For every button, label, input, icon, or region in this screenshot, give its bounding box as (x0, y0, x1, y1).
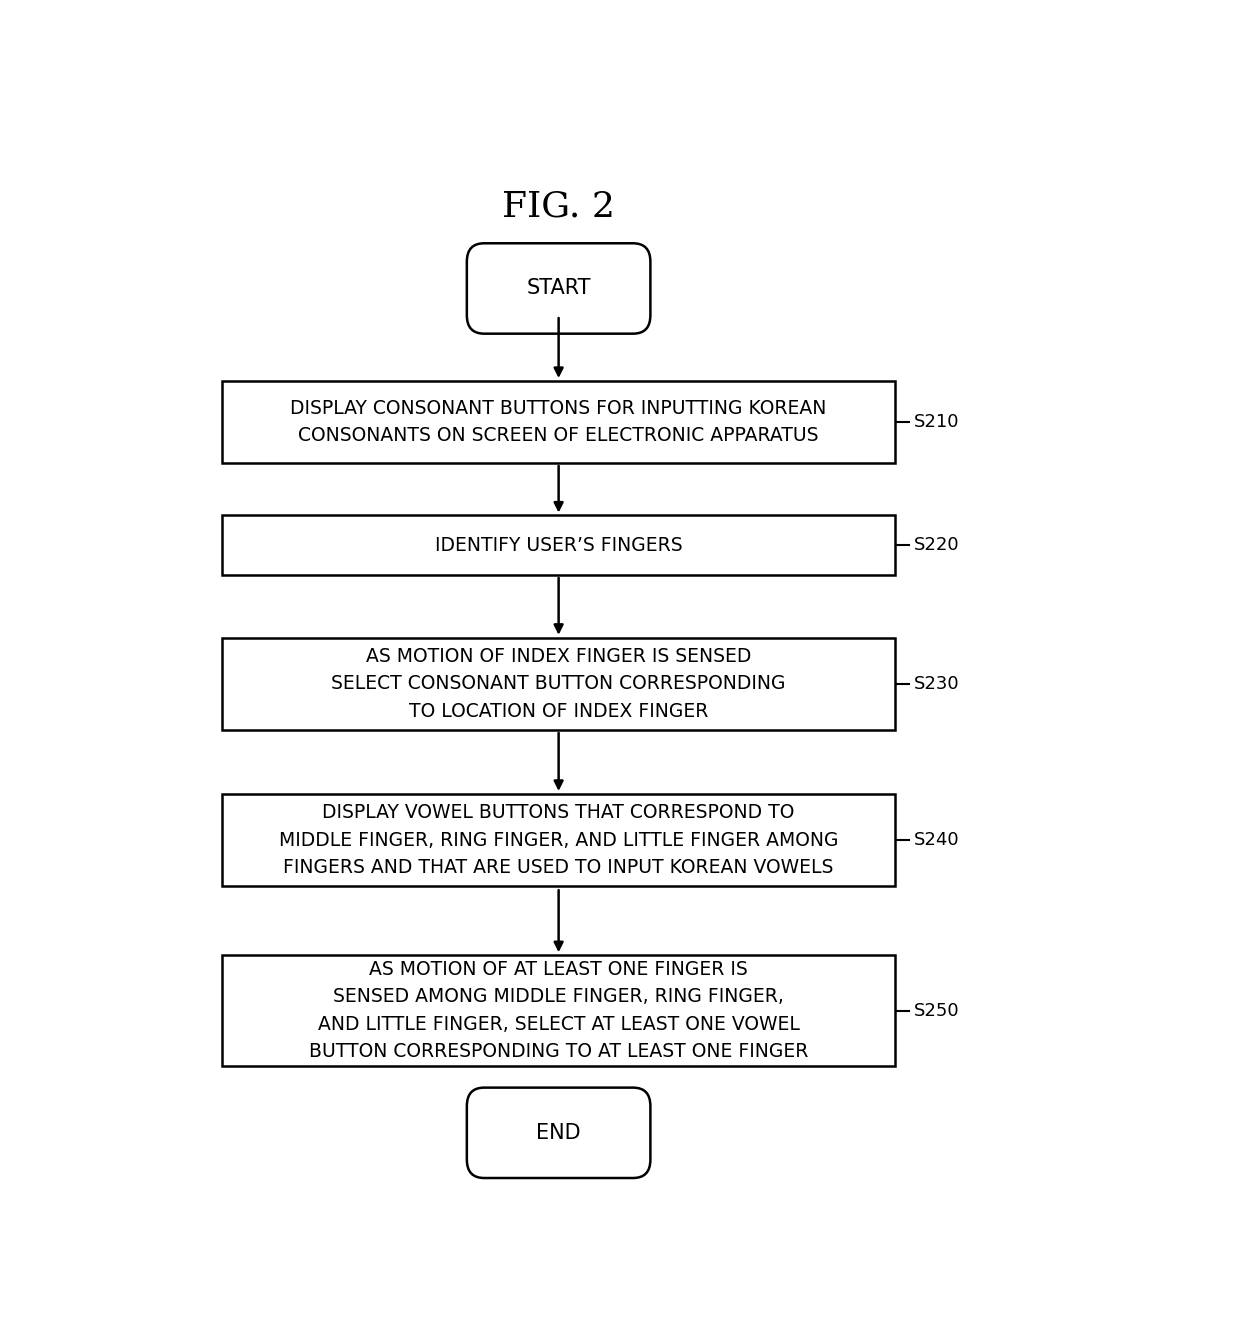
Text: END: END (537, 1123, 580, 1143)
Text: S240: S240 (914, 831, 960, 848)
Text: S230: S230 (914, 675, 960, 692)
FancyBboxPatch shape (222, 955, 895, 1066)
Text: DISPLAY VOWEL BUTTONS THAT CORRESPOND TO
MIDDLE FINGER, RING FINGER, AND LITTLE : DISPLAY VOWEL BUTTONS THAT CORRESPOND TO… (279, 803, 838, 876)
Text: S220: S220 (914, 536, 960, 554)
FancyBboxPatch shape (466, 243, 651, 334)
Text: START: START (526, 279, 591, 299)
Text: IDENTIFY USER’S FINGERS: IDENTIFY USER’S FINGERS (435, 536, 682, 555)
FancyBboxPatch shape (466, 1087, 651, 1178)
Text: AS MOTION OF INDEX FINGER IS SENSED
SELECT CONSONANT BUTTON CORRESPONDING
TO LOC: AS MOTION OF INDEX FINGER IS SENSED SELE… (331, 647, 786, 720)
Text: AS MOTION OF AT LEAST ONE FINGER IS
SENSED AMONG MIDDLE FINGER, RING FINGER,
AND: AS MOTION OF AT LEAST ONE FINGER IS SENS… (309, 960, 808, 1061)
Text: S250: S250 (914, 1002, 960, 1019)
FancyBboxPatch shape (222, 794, 895, 886)
FancyBboxPatch shape (222, 382, 895, 463)
Text: DISPLAY CONSONANT BUTTONS FOR INPUTTING KOREAN
CONSONANTS ON SCREEN OF ELECTRONI: DISPLAY CONSONANT BUTTONS FOR INPUTTING … (290, 399, 827, 446)
Text: FIG. 2: FIG. 2 (502, 189, 615, 223)
Text: S210: S210 (914, 414, 960, 431)
FancyBboxPatch shape (222, 515, 895, 575)
FancyBboxPatch shape (222, 638, 895, 730)
